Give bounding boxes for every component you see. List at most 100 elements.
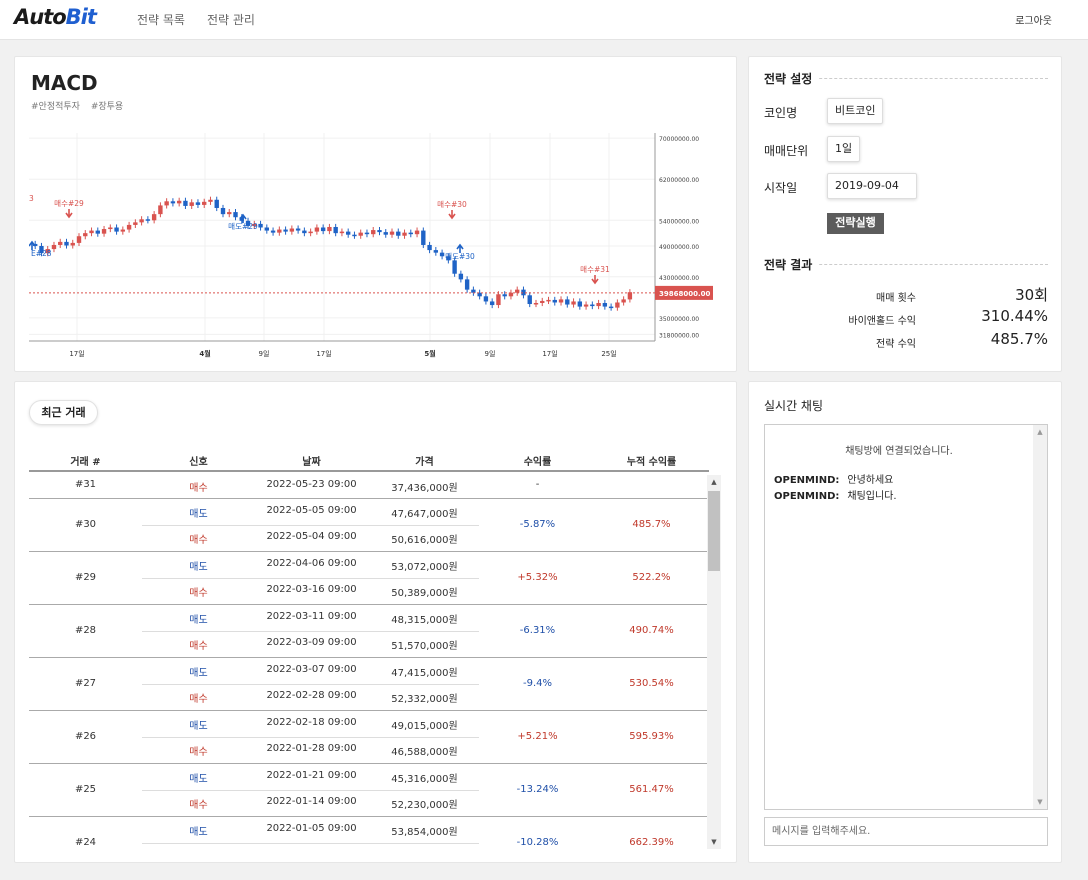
candle-body — [170, 201, 176, 204]
current-price-badge — [655, 285, 713, 300]
start-date-input[interactable]: 2019-09-04 — [827, 173, 917, 199]
buyhold-return-value: 310.44% — [981, 307, 1048, 325]
col-cumulative-return: 누적 수익률 — [626, 457, 677, 468]
trade-signal: 매도 — [189, 615, 208, 626]
buy-signal-label: 매수#31 — [580, 265, 610, 274]
logout-link[interactable]: 로그아웃 — [1015, 16, 1052, 27]
nav-strategy-list[interactable]: 전략 목록 — [137, 13, 185, 27]
candle-body — [327, 226, 332, 232]
candle-body — [352, 234, 357, 237]
candle-body — [508, 292, 514, 297]
trade-id: #27 — [74, 677, 97, 689]
trade-date: 2022-05-23 09:00 — [266, 479, 357, 490]
candle-body — [596, 302, 601, 307]
candle-body — [389, 231, 395, 235]
trade-signal: 매수 — [189, 641, 208, 652]
candle-body — [602, 302, 608, 307]
candlestick-chart[interactable]: 70000000.00 62000000.00 54000000.00 4900000… — [29, 131, 725, 361]
trade-date: 2022-05-05 09:00 — [266, 505, 357, 516]
candle-body — [258, 223, 263, 228]
candle-body — [151, 214, 157, 221]
trade-return: -9.4% — [522, 677, 552, 689]
chat-message-area[interactable]: 채팅방에 연결되었습니다. OPENMIND: 안녕하세요 OPENMIND: 채팅… — [764, 424, 1048, 810]
tag-stable: #안정적투자 — [31, 102, 80, 112]
sell-signal-label: E#28 — [31, 249, 52, 258]
candle-body — [83, 233, 88, 237]
candle-body — [64, 241, 69, 246]
candle-body — [158, 205, 163, 215]
candle-body — [39, 245, 44, 254]
run-strategy-button[interactable]: 전략실행 — [827, 213, 884, 234]
chat-scroll-up-icon[interactable]: ▲ — [1037, 428, 1043, 436]
trades-table-body[interactable]: #31 매수 2022-05-23 09:00 37,436,000원 - #30 매도 20… — [29, 473, 709, 848]
nav-strategy-manage[interactable]: 전략 관리 — [207, 13, 255, 27]
candle-body — [295, 228, 301, 231]
trade-count-label: 매매 횟수 — [876, 293, 916, 304]
candle-body — [70, 242, 75, 246]
recent-trades-button[interactable]: 최근 거래 — [29, 400, 98, 425]
scroll-up-icon[interactable]: ▲ — [711, 478, 717, 486]
candle-body — [202, 201, 207, 205]
candle-body — [252, 223, 257, 226]
candle-body — [383, 232, 388, 235]
col-price: 가격 — [415, 457, 434, 468]
trade-signal: 매수 — [189, 588, 208, 599]
trade-price: 53,854,000원 — [391, 827, 458, 838]
row-sub-divider — [142, 578, 479, 579]
trade-price: 46,588,000원 — [391, 747, 458, 758]
arrow-up-icon — [239, 213, 247, 223]
live-chat-card: 실시간 채팅 채팅방에 연결되었습니다. OPENMIND: 안녕하세요 OPEN… — [748, 381, 1062, 863]
price-tick-label: 54000000.00 — [659, 218, 699, 225]
candle-body — [358, 232, 363, 236]
trade-signal: 매도 — [189, 668, 208, 679]
strategy-return-label: 전략 수익 — [876, 339, 916, 350]
candle-body — [308, 231, 313, 234]
trades-table-header: 거래 # 신호 날짜 가격 수익률 누적 수익률 — [29, 450, 709, 472]
time-tick-label: 17일 — [316, 349, 331, 358]
unit-select[interactable]: 1일 — [827, 136, 861, 162]
trade-row: #27 매도 2022-03-07 09:00 47,415,000원 매수 2022-0… — [29, 658, 709, 711]
trade-date: 2022-04-06 09:00 — [266, 558, 357, 569]
settings-divider — [764, 78, 1048, 79]
candle-body — [139, 219, 144, 223]
trade-row: #26 매도 2022-02-18 09:00 49,015,000원 매수 2022-0… — [29, 711, 709, 764]
candle-body — [414, 230, 420, 235]
candle-body — [452, 260, 457, 274]
autobit-logo[interactable]: AutoBit — [14, 5, 97, 29]
row-sub-divider — [142, 684, 479, 685]
row-sub-divider — [142, 737, 479, 738]
candle-body — [371, 230, 376, 235]
row-sub-divider — [142, 790, 479, 791]
price-tick-label: 31800000.00 — [659, 332, 699, 339]
trade-price: 49,015,000원 — [391, 721, 458, 732]
candle-body — [458, 273, 464, 280]
chat-scroll-down-icon[interactable]: ▼ — [1037, 798, 1043, 806]
time-tick-label: 25일 — [601, 349, 616, 358]
candle-body — [264, 227, 270, 231]
trade-id: #30 — [74, 518, 97, 530]
candle-body — [546, 299, 551, 302]
candle-body — [446, 256, 451, 261]
candle-body — [621, 299, 626, 303]
chat-input[interactable] — [764, 817, 1048, 846]
scroll-down-icon[interactable]: ▼ — [711, 838, 717, 846]
trade-cumulative-return: 561.47% — [629, 783, 674, 795]
arrow-up-icon — [29, 240, 36, 250]
coin-select[interactable]: 비트코인 — [827, 98, 884, 124]
trade-id: #28 — [74, 624, 97, 636]
trade-id: #31 — [74, 479, 97, 490]
candle-body — [227, 212, 232, 215]
candle-body — [289, 228, 295, 232]
chat-message: OPENMIND: 채팅입니다. — [774, 487, 897, 502]
trades-scrollbar[interactable]: ▲ ▼ — [707, 475, 721, 849]
chat-scrollbar[interactable]: ▲ ▼ — [1033, 425, 1047, 809]
candle-body — [95, 230, 100, 234]
trade-date: 2022-02-18 09:00 — [266, 717, 357, 728]
col-signal: 신호 — [189, 457, 208, 468]
trade-date: 2022-03-11 09:00 — [266, 611, 357, 622]
scroll-thumb[interactable] — [708, 491, 720, 571]
trade-price: 48,315,000원 — [391, 615, 458, 626]
time-tick-label: 5월 — [424, 349, 435, 358]
trade-return: -6.31% — [519, 624, 556, 636]
coin-label: 코인명 — [764, 106, 798, 120]
